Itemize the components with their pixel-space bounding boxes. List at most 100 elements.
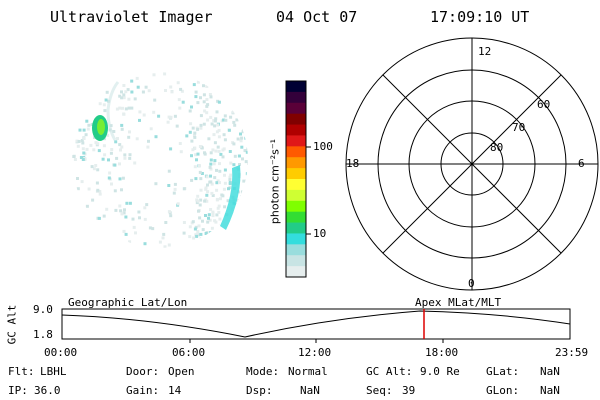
image-pixel	[92, 148, 96, 152]
colorbar-band	[286, 81, 306, 93]
door-label: Door:	[126, 365, 160, 378]
image-pixel	[245, 172, 248, 176]
mlt-label-6: 6	[578, 157, 585, 170]
image-pixel	[198, 203, 202, 207]
auroral-dawn-arc	[220, 165, 241, 230]
image-pixel	[223, 181, 227, 185]
image-pixel	[209, 158, 213, 162]
image-pixel	[211, 194, 215, 197]
image-pixel	[199, 126, 203, 130]
image-pixel	[208, 93, 212, 96]
image-pixel	[110, 148, 114, 151]
image-pixel	[209, 231, 212, 235]
image-pixel	[182, 187, 186, 191]
image-pixel	[203, 199, 207, 203]
image-pixel	[161, 236, 165, 240]
image-pixel	[79, 156, 83, 159]
image-pixel	[205, 111, 209, 115]
image-pixel	[119, 209, 123, 213]
colorbar-band	[286, 168, 306, 180]
image-pixel	[206, 103, 210, 107]
lat-label-60: 60	[537, 98, 551, 111]
image-pixel	[167, 169, 171, 173]
image-pixel	[197, 224, 201, 228]
image-pixel	[196, 101, 200, 105]
image-pixel	[77, 140, 81, 143]
gain-label: Gain:	[126, 384, 160, 397]
image-pixel	[164, 89, 167, 92]
image-pixel	[120, 188, 123, 192]
image-pixel	[103, 109, 107, 113]
image-pixel	[239, 132, 242, 136]
image-pixel	[215, 181, 219, 185]
image-pixel	[217, 100, 221, 104]
image-pixel	[223, 114, 227, 118]
image-pixel	[222, 118, 226, 122]
image-pixel	[145, 203, 149, 207]
image-pixel	[97, 216, 101, 220]
image-pixel	[232, 110, 235, 114]
image-pixel	[87, 123, 91, 127]
image-pixel	[226, 199, 230, 203]
image-pixel	[246, 147, 248, 151]
colorbar-band	[286, 266, 306, 278]
image-pixel	[189, 122, 193, 126]
image-pixel	[218, 169, 222, 173]
image-pixel	[104, 98, 108, 102]
image-pixel	[75, 139, 79, 143]
lat-label-70: 70	[512, 121, 526, 134]
image-pixel	[241, 157, 244, 161]
timeline-tick-1800: 18:00	[425, 346, 459, 359]
glon-value: NaN	[540, 384, 560, 397]
seq-label: Seq:	[366, 384, 393, 397]
image-pixel	[89, 143, 93, 147]
timeline-right-title: Apex MLat/MLT	[415, 296, 502, 309]
image-pixel	[86, 127, 90, 131]
flt-label: Flt:	[8, 365, 35, 378]
image-pixel	[176, 202, 180, 206]
image-pixel	[130, 106, 134, 110]
colorbar-band	[286, 244, 306, 256]
image-pixel	[102, 144, 106, 148]
image-pixel	[120, 127, 124, 131]
image-pixel	[192, 236, 196, 240]
altitude-plot	[61, 308, 571, 343]
image-pixel	[151, 227, 155, 231]
image-pixel	[190, 154, 193, 158]
image-pixel	[194, 225, 198, 229]
image-pixel	[199, 123, 203, 127]
image-pixel	[201, 228, 205, 232]
colorbar-band	[286, 255, 306, 267]
image-pixel	[212, 133, 216, 137]
image-pixel	[98, 192, 102, 196]
image-pixel	[196, 152, 200, 156]
image-pixel	[199, 198, 203, 202]
image-pixel	[216, 206, 220, 210]
image-pixel	[167, 243, 171, 247]
image-pixel	[193, 165, 197, 169]
image-pixel	[245, 179, 248, 183]
glat-value: NaN	[540, 365, 560, 378]
image-pixel	[195, 232, 199, 236]
image-pixel	[205, 104, 209, 108]
image-pixel	[185, 134, 189, 138]
image-pixel	[124, 107, 128, 111]
image-pixel	[167, 115, 171, 119]
timeline-ymax: 9.0	[33, 303, 53, 316]
image-pixel	[199, 232, 203, 236]
image-pixel	[217, 128, 221, 132]
seq-value: 39	[402, 384, 416, 397]
image-pixel	[128, 240, 132, 244]
image-pixel	[118, 204, 122, 208]
image-pixel	[221, 148, 225, 152]
image-pixel	[199, 177, 203, 181]
auroral-oval-edge	[106, 81, 120, 141]
image-pixel	[218, 181, 221, 185]
image-pixel	[206, 183, 209, 187]
image-pixel	[138, 110, 142, 114]
image-pixel	[146, 145, 150, 149]
image-pixel	[116, 137, 119, 140]
image-pixel	[211, 214, 215, 218]
image-pixel	[198, 170, 202, 174]
image-pixel	[157, 114, 161, 118]
